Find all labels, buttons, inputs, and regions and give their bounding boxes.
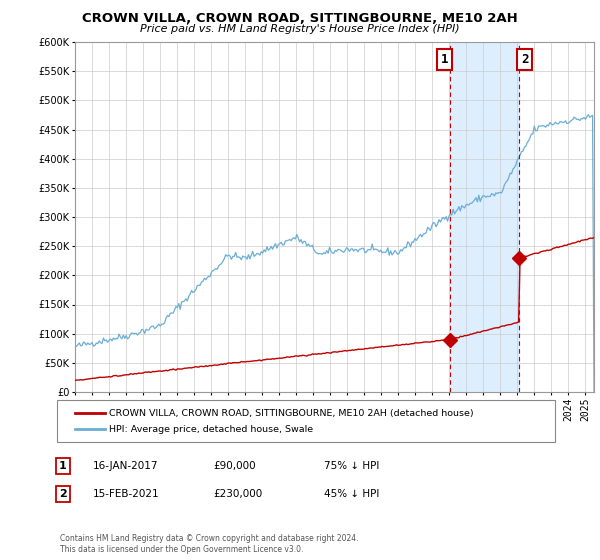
Bar (450, 42, 520, 392)
Text: 45% ↓ HPI: 45% ↓ HPI (324, 489, 379, 499)
Text: 75% ↓ HPI: 75% ↓ HPI (324, 461, 379, 471)
Text: Price paid vs. HM Land Registry's House Price Index (HPI): Price paid vs. HM Land Registry's House … (140, 24, 460, 34)
Text: 15-FEB-2021: 15-FEB-2021 (93, 489, 160, 499)
Text: £230,000: £230,000 (213, 489, 262, 499)
Text: HPI: Average price, detached house, Swale: HPI: Average price, detached house, Swal… (109, 425, 313, 434)
Text: 1: 1 (59, 461, 67, 471)
Text: CROWN VILLA, CROWN ROAD, SITTINGBOURNE, ME10 2AH (detached house): CROWN VILLA, CROWN ROAD, SITTINGBOURNE, … (109, 409, 474, 418)
Text: Contains HM Land Registry data © Crown copyright and database right 2024.
This d: Contains HM Land Registry data © Crown c… (60, 534, 359, 554)
Text: 16-JAN-2017: 16-JAN-2017 (93, 461, 158, 471)
Text: £90,000: £90,000 (213, 461, 256, 471)
Text: CROWN VILLA, CROWN ROAD, SITTINGBOURNE, ME10 2AH: CROWN VILLA, CROWN ROAD, SITTINGBOURNE, … (82, 12, 518, 25)
Text: 2: 2 (521, 53, 529, 66)
Text: 2: 2 (59, 489, 67, 499)
Text: 1: 1 (441, 53, 449, 66)
